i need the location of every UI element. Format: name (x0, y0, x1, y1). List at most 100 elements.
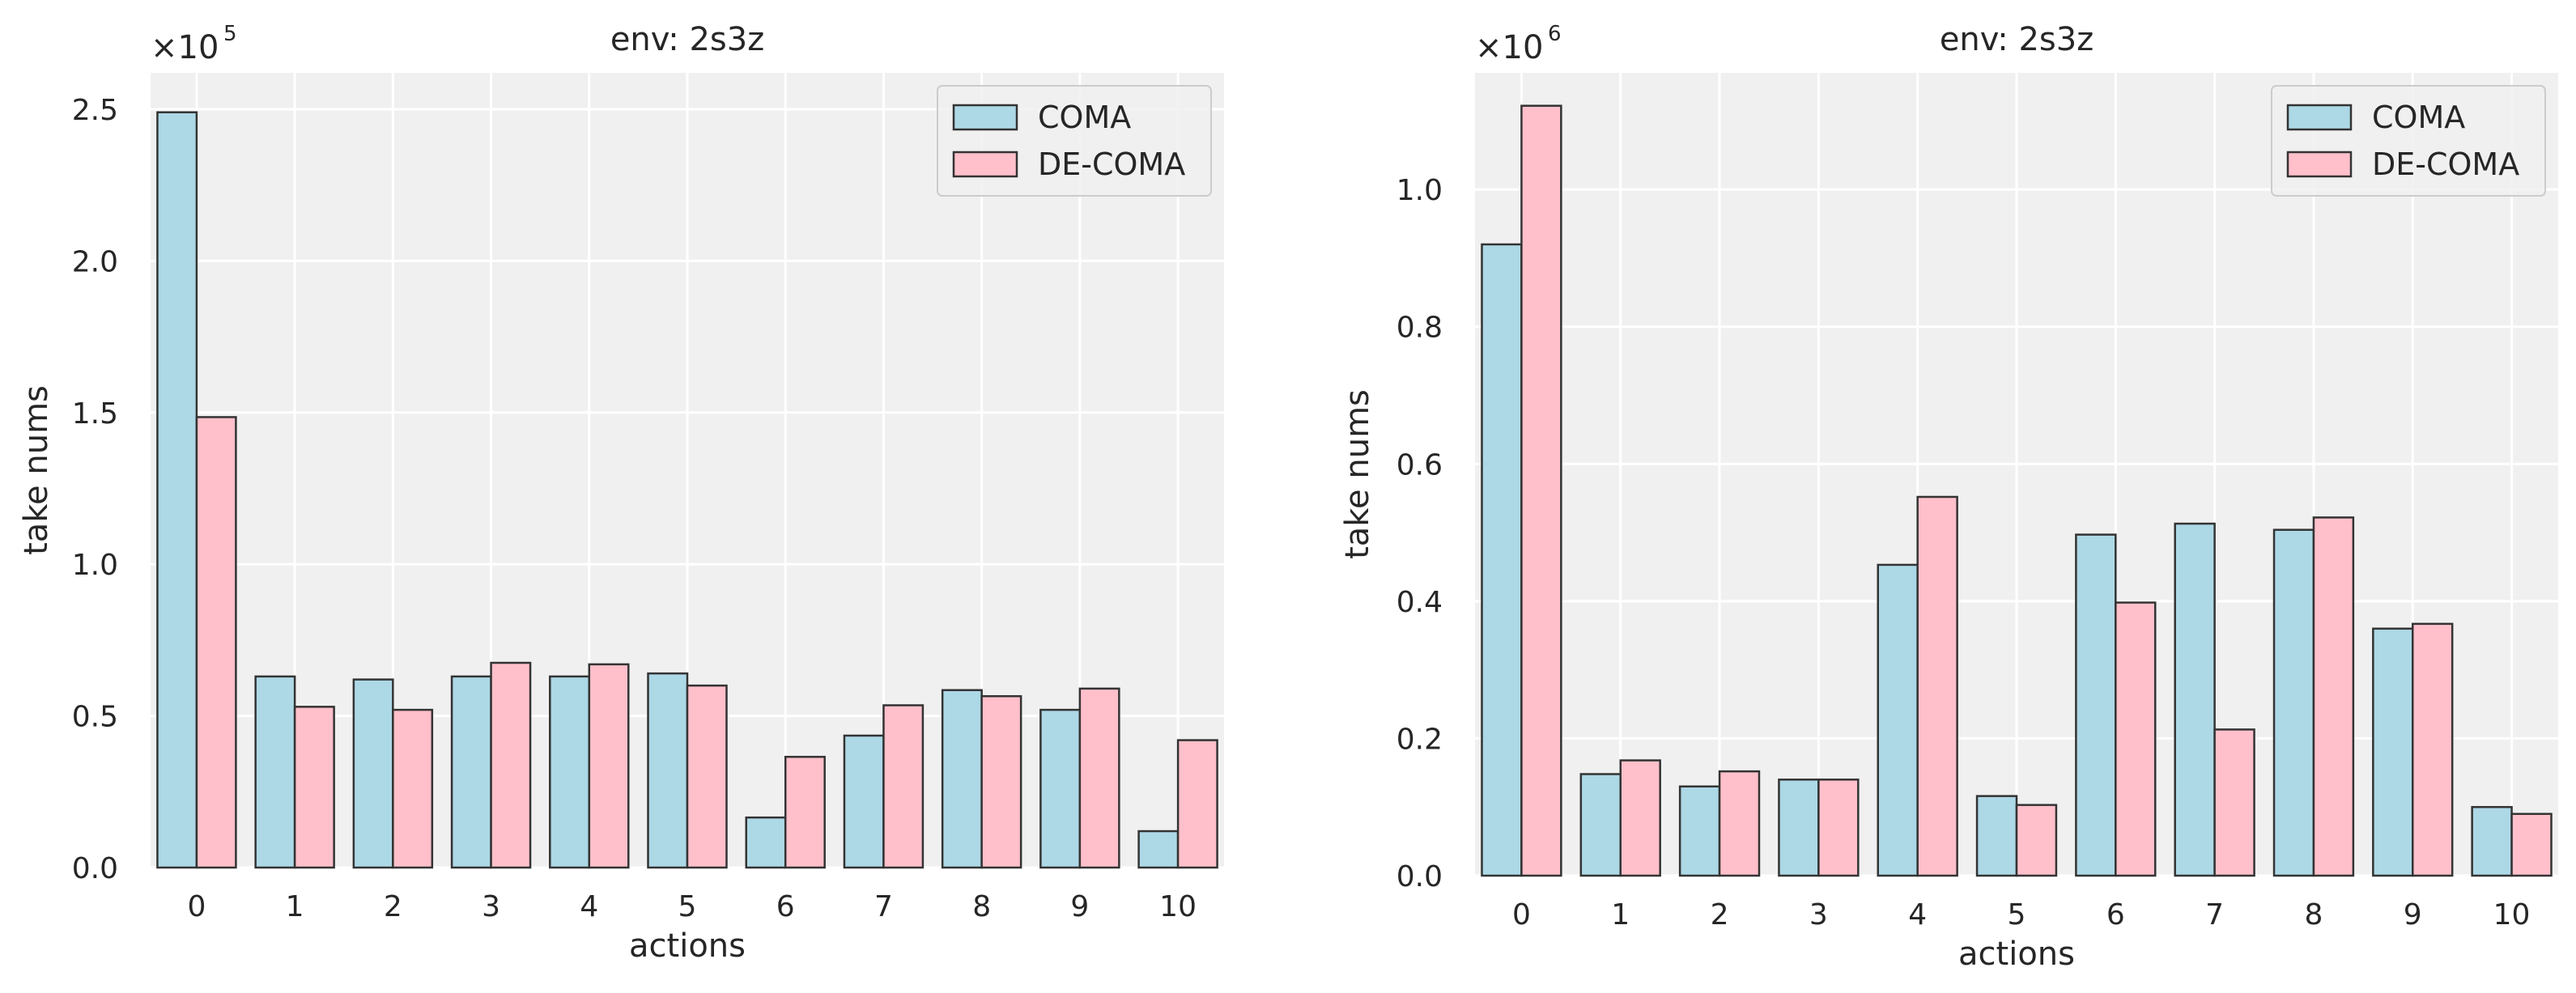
chart-title: env: 2s3z (1940, 21, 2094, 58)
x-tick-label: 5 (678, 890, 697, 923)
bar-de-coma-action-7 (2213, 728, 2255, 877)
legend-label-coma: COMA (2372, 100, 2465, 135)
legend-swatch-de-coma (2286, 151, 2353, 178)
x-axis-label: actions (629, 927, 746, 965)
chart-panel-2: 0.0 0.2 0.4 0.6 0.8 1.0 0 1 2 3 4 5 6 7 8 9 10 actions tak… (1339, 21, 2558, 973)
axis-multiplier-exponent: 6 (1548, 22, 1562, 46)
y-tick-label: 2.5 (72, 94, 118, 127)
y-tick-label: 0.6 (1396, 448, 1443, 482)
bar-de-coma-action-5 (2015, 804, 2058, 877)
x-tick-label: 9 (2404, 898, 2422, 931)
bar-coma-action-0 (1481, 243, 1523, 877)
bar-de-coma-action-6 (2115, 601, 2157, 877)
x-tick-label: 6 (776, 890, 795, 923)
x-tick-label: 6 (2106, 898, 2125, 931)
bar-coma-action-6 (2075, 533, 2117, 877)
legend-label-de-coma: DE-COMA (2372, 146, 2519, 182)
y-axis-label: take nums (18, 385, 55, 555)
bar-de-coma-action-0 (1520, 104, 1562, 877)
bar-de-coma-action-4 (1916, 495, 1958, 877)
bar-de-coma-action-10 (2510, 813, 2553, 877)
bar-coma-action-2 (352, 678, 394, 869)
legend-swatch-coma (2286, 104, 2353, 131)
x-tick-label: 0 (187, 890, 206, 923)
bar-coma-action-5 (647, 672, 689, 869)
y-tick-label: 0.0 (1396, 860, 1443, 893)
x-tick-label: 8 (2304, 898, 2323, 931)
bar-de-coma-action-1 (1619, 759, 1661, 877)
bar-coma-action-3 (1778, 779, 1820, 877)
bar-coma-action-9 (1039, 708, 1082, 869)
bar-de-coma-action-10 (1176, 739, 1218, 869)
legend: COMA DE-COMA (937, 85, 1212, 197)
axis-multiplier-base: ×10 (151, 29, 219, 66)
bar-de-coma-action-4 (588, 663, 630, 869)
x-tick-label: 1 (1611, 898, 1630, 931)
bar-de-coma-action-3 (490, 661, 532, 869)
bar-coma-action-7 (2174, 522, 2216, 877)
legend-label-de-coma: DE-COMA (1038, 146, 1185, 182)
x-tick-label: 10 (2493, 898, 2531, 931)
bar-coma-action-2 (1678, 785, 1721, 877)
bar-de-coma-action-7 (882, 704, 925, 869)
chart-title: env: 2s3z (610, 21, 764, 58)
y-tick-label: 0.4 (1396, 586, 1443, 619)
x-tick-label: 5 (2008, 898, 2026, 931)
bar-coma-action-8 (2272, 528, 2315, 877)
bar-de-coma-action-1 (293, 706, 335, 869)
y-tick-label: 0.0 (72, 852, 118, 885)
y-tick-label: 2.0 (72, 245, 118, 278)
x-tick-label: 2 (1711, 898, 1729, 931)
x-tick-label: 3 (482, 890, 500, 923)
bar-de-coma-action-9 (2412, 622, 2454, 877)
bar-de-coma-action-9 (1078, 687, 1120, 869)
bar-coma-action-10 (1137, 830, 1180, 869)
y-tick-label: 1.0 (72, 549, 118, 582)
legend-swatch-coma (952, 104, 1018, 131)
bar-coma-action-4 (1877, 563, 1919, 877)
bar-de-coma-action-2 (1718, 770, 1761, 877)
x-axis-label: actions (1958, 936, 2075, 973)
y-tick-label: 0.5 (72, 701, 118, 734)
x-tick-label: 4 (1908, 898, 1927, 931)
bar-de-coma-action-0 (195, 416, 237, 869)
x-tick-label: 7 (2205, 898, 2224, 931)
legend: COMA DE-COMA (2271, 85, 2546, 197)
x-tick-label: 4 (580, 890, 598, 923)
y-tick-label: 0.2 (1396, 723, 1443, 756)
axis-multiplier-base: ×10 (1475, 29, 1543, 66)
x-tick-label: 8 (972, 890, 991, 923)
bar-coma-action-5 (1975, 795, 2018, 877)
bar-de-coma-action-8 (2312, 516, 2355, 877)
x-tick-label: 2 (384, 890, 402, 923)
x-tick-label: 0 (1512, 898, 1531, 931)
legend-label-coma: COMA (1038, 100, 1131, 135)
x-tick-label: 1 (286, 890, 304, 923)
bar-coma-action-3 (450, 675, 492, 869)
bar-de-coma-action-3 (1817, 779, 1860, 877)
bar-coma-action-9 (2372, 627, 2414, 877)
y-tick-label: 0.8 (1396, 312, 1443, 345)
bar-coma-action-0 (156, 111, 198, 869)
bar-coma-action-1 (254, 675, 296, 869)
x-tick-label: 3 (1809, 898, 1828, 931)
bar-de-coma-action-5 (686, 684, 728, 869)
bar-coma-action-8 (941, 689, 983, 869)
y-tick-label: 1.0 (1396, 174, 1443, 207)
x-tick-label: 9 (1070, 890, 1089, 923)
chart-panel-1: 0.0 0.5 1.0 1.5 2.0 2.5 0 1 2 3 4 5 6 7 8 9 10 actions tak… (18, 21, 1224, 965)
y-axis-label: take nums (1339, 389, 1376, 559)
bar-coma-action-6 (745, 816, 787, 869)
bar-de-coma-action-2 (392, 708, 434, 869)
axis-multiplier-exponent: 5 (223, 22, 237, 46)
bar-coma-action-4 (549, 675, 591, 869)
bar-coma-action-10 (2471, 805, 2513, 877)
x-tick-label: 7 (874, 890, 893, 923)
x-tick-label: 10 (1159, 890, 1197, 923)
bar-de-coma-action-8 (980, 694, 1022, 869)
bar-coma-action-1 (1579, 773, 1622, 877)
legend-swatch-de-coma (952, 151, 1018, 178)
bar-de-coma-action-6 (784, 755, 826, 869)
y-tick-label: 1.5 (72, 397, 118, 431)
